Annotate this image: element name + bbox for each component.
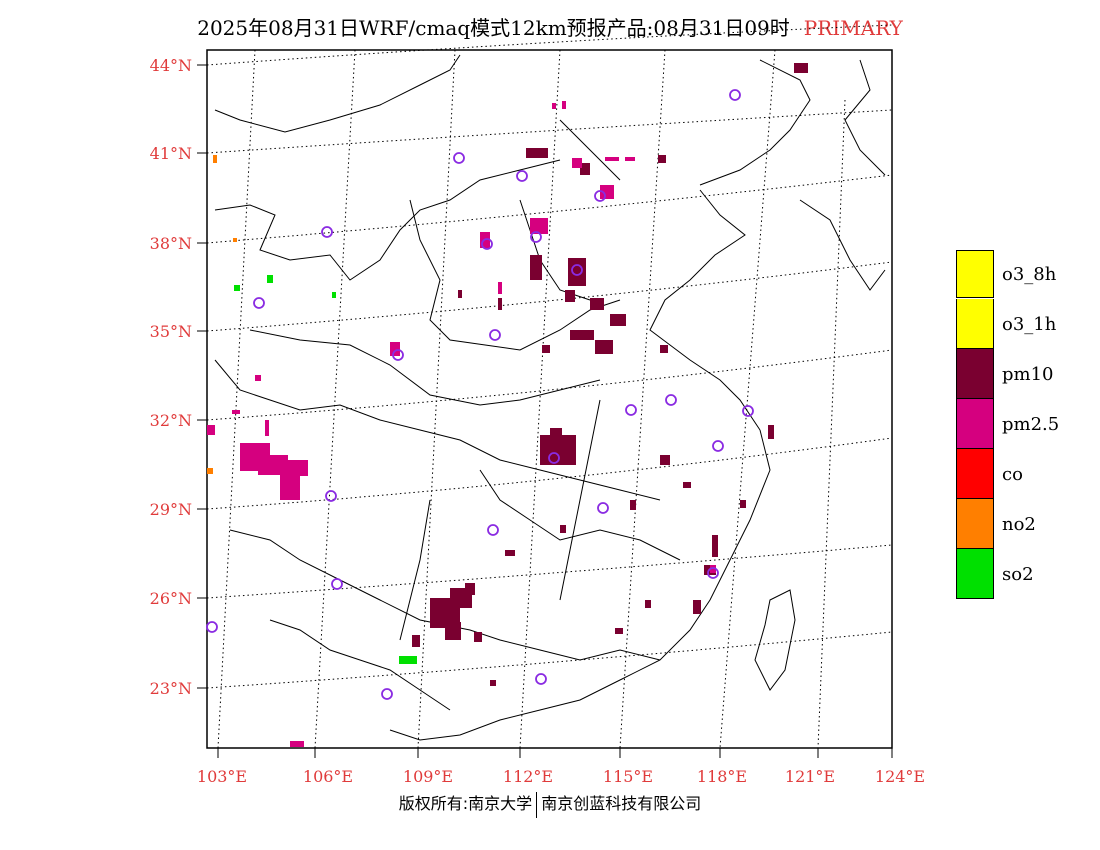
lon-axis [217, 748, 893, 758]
station-marker [392, 349, 404, 361]
chart-title: 2025年08月31日WRF/cmaq模式12km预报产品:08月31日09时 P… [0, 12, 1100, 41]
station-marker [331, 578, 343, 590]
legend-swatch [956, 399, 994, 449]
station-marker [729, 89, 741, 101]
station-marker [530, 231, 542, 243]
legend-label: pm2.5 [1002, 413, 1060, 435]
station-marker [594, 190, 606, 202]
legend-label: pm10 [1002, 363, 1054, 385]
legend-label: o3_1h [1002, 313, 1057, 335]
legend-item: so2 [956, 549, 1059, 599]
station-marker [535, 673, 547, 685]
station-marker [206, 621, 218, 633]
lon-label: 106°E [303, 767, 353, 786]
pm25-cells [207, 101, 716, 747]
legend-label: no2 [1002, 513, 1036, 535]
legend-item: pm10 [956, 349, 1059, 399]
station-marker [253, 297, 265, 309]
station-marker [516, 170, 528, 182]
lon-label: 112°E [503, 767, 553, 786]
lon-label: 115°E [603, 767, 653, 786]
legend-swatch [956, 349, 994, 399]
lat-label: 38°N [150, 234, 192, 253]
legend-item: o3_8h [956, 249, 1059, 299]
station-marker [571, 264, 583, 276]
station-marker [381, 688, 393, 700]
station-marker [548, 452, 560, 464]
lat-label: 35°N [150, 322, 192, 341]
station-marker [481, 238, 493, 250]
station-marker [321, 226, 333, 238]
legend-label: o3_8h [1002, 263, 1057, 285]
station-marker [325, 490, 337, 502]
no2-cells [207, 155, 237, 474]
station-marker [665, 394, 677, 406]
lat-label: 23°N [150, 679, 192, 698]
title-text: 2025年08月31日WRF/cmaq模式12km预报产品:08月31日09时 [197, 16, 790, 40]
legend-item: co [956, 449, 1059, 499]
primary-tag: PRIMARY [803, 16, 903, 40]
legend-swatch [956, 449, 994, 499]
lat-label: 29°N [150, 500, 192, 519]
station-marker [487, 524, 499, 536]
legend-swatch [956, 549, 994, 599]
station-marker [712, 440, 724, 452]
legend-item: no2 [956, 499, 1059, 549]
lat-axis [197, 64, 207, 689]
station-marker [597, 502, 609, 514]
legend-item: o3_1h [956, 299, 1059, 349]
legend-swatch [956, 499, 994, 549]
station-markers [206, 89, 754, 700]
legend: o3_8h o3_1h pm10 pm2.5 co no2 so2 [956, 249, 1059, 599]
lon-label: 121°E [785, 767, 835, 786]
station-marker [625, 404, 637, 416]
lon-label: 124°E [875, 767, 925, 786]
map-frame [206, 49, 893, 749]
station-marker [453, 152, 465, 164]
lat-label: 44°N [150, 56, 192, 75]
copyright-right: 南京创蓝科技有限公司 [541, 794, 702, 813]
station-marker [707, 567, 719, 579]
copyright-left: 版权所有:南京大学 [398, 794, 533, 813]
lon-label: 118°E [697, 767, 747, 786]
pm10-cells [412, 63, 808, 686]
lon-label: 109°E [403, 767, 453, 786]
lat-label: 41°N [150, 144, 192, 163]
legend-label: co [1002, 463, 1023, 485]
station-marker [489, 329, 501, 341]
lon-label: 103°E [197, 767, 247, 786]
graticule [206, 24, 893, 749]
lat-label: 26°N [150, 589, 192, 608]
so2-cells [234, 275, 417, 664]
legend-label: so2 [1002, 563, 1034, 585]
station-marker [742, 405, 754, 417]
copyright-footer: 版权所有:南京大学 南京创蓝科技有限公司 [0, 790, 1100, 818]
legend-swatch [956, 299, 994, 349]
footer-separator [536, 791, 538, 818]
legend-swatch [956, 250, 994, 298]
legend-item: pm2.5 [956, 399, 1059, 449]
lat-label: 32°N [150, 411, 192, 430]
